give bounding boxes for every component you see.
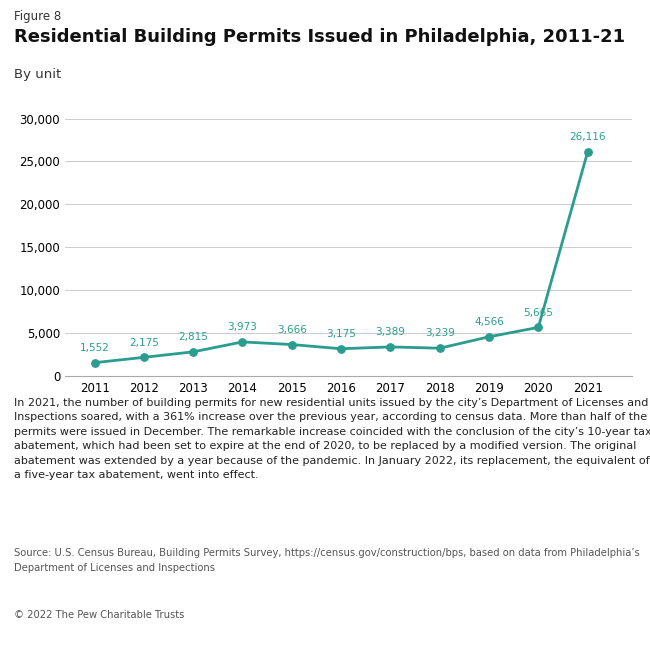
Text: Figure 8: Figure 8 [14,10,62,23]
Text: 26,116: 26,116 [569,132,606,142]
Text: Department of Licenses and Inspections: Department of Licenses and Inspections [14,563,215,573]
Text: By unit: By unit [14,68,62,81]
Text: 3,973: 3,973 [227,322,257,332]
Point [287,339,297,349]
Text: 3,175: 3,175 [326,329,356,339]
Text: © 2022 The Pew Charitable Trusts: © 2022 The Pew Charitable Trusts [14,610,185,620]
Point [434,343,445,353]
Text: 3,666: 3,666 [277,325,307,335]
Point [385,342,396,352]
Text: 2,175: 2,175 [129,338,159,348]
Text: Source: U.S. Census Bureau, Building Permits Survey, https://census.gov/construc: Source: U.S. Census Bureau, Building Per… [14,548,640,558]
Text: 1,552: 1,552 [80,343,109,353]
Text: Residential Building Permits Issued in Philadelphia, 2011-21: Residential Building Permits Issued in P… [14,28,625,46]
Point [90,357,100,368]
Point [138,352,149,362]
Point [336,344,346,354]
Point [533,322,543,333]
Text: In 2021, the number of building permits for new residential units issued by the : In 2021, the number of building permits … [14,398,650,480]
Point [188,347,198,357]
Point [582,147,593,157]
Text: 3,389: 3,389 [376,327,406,337]
Text: 3,239: 3,239 [425,328,454,339]
Text: 4,566: 4,566 [474,317,504,327]
Text: 2,815: 2,815 [178,332,208,342]
Point [484,331,494,342]
Point [237,337,248,347]
Text: 5,665: 5,665 [523,307,553,318]
